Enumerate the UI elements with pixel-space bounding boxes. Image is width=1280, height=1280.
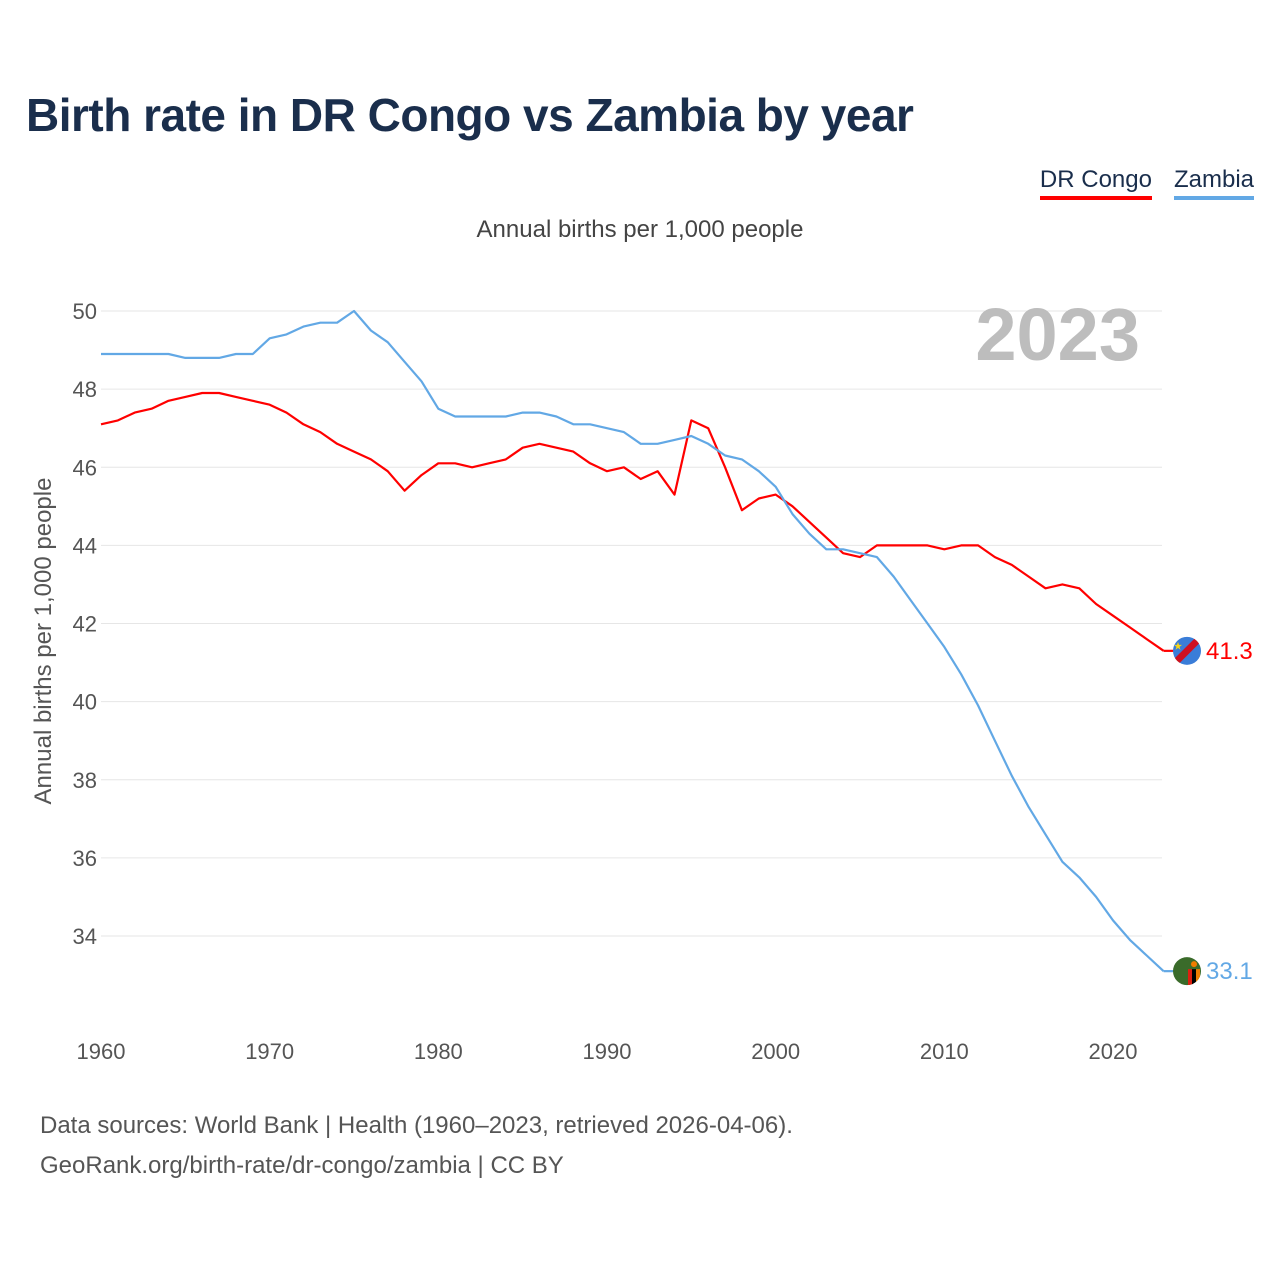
line-chart: 34 36 38 40 42 44 46 48 50 1960 1970 1980 1990 2000 2…: [30, 293, 1253, 1064]
zambia-end-value: 33.1: [1206, 958, 1253, 985]
x-axis-ticks: 1960 1970 1980 1990 2000 2010 2020: [77, 1039, 1138, 1064]
legend: DR Congo Zambia: [1039, 166, 1254, 200]
x-tick-label: 2020: [1089, 1039, 1138, 1064]
y-tick-label: 36: [73, 846, 97, 871]
year-label: 2023: [975, 293, 1140, 376]
y-tick-label: 50: [73, 299, 97, 324]
footer-link: GeoRank.org/birth-rate/dr-congo/zambia |…: [40, 1152, 564, 1179]
legend-item-zambia[interactable]: Zambia: [1173, 166, 1254, 200]
y-tick-label: 38: [73, 768, 97, 793]
dr-congo-flag-icon: [1173, 636, 1201, 665]
x-tick-label: 1980: [414, 1039, 463, 1064]
gridlines: [101, 310, 1162, 937]
series-line-dr-congo: [100, 391, 1165, 652]
x-tick-label: 1970: [245, 1039, 294, 1064]
x-tick-label: 1960: [77, 1039, 126, 1064]
dr-congo-end-value: 41.3: [1206, 638, 1253, 665]
chart-title: Birth rate in DR Congo vs Zambia by year: [26, 89, 914, 141]
y-tick-label: 40: [73, 690, 97, 715]
y-tick-label: 48: [73, 377, 97, 402]
y-tick-label: 42: [73, 612, 97, 637]
series-lines: [100, 309, 1178, 973]
footer: Data sources: World Bank | Health (1960–…: [40, 1106, 793, 1186]
series-end-markers: [1173, 636, 1201, 986]
y-axis-label: Annual births per 1,000 people: [30, 478, 57, 805]
chart-subtitle: Annual births per 1,000 people: [476, 216, 804, 243]
y-tick-label: 34: [73, 924, 97, 949]
y-tick-label: 46: [73, 455, 97, 480]
y-axis-ticks: 34 36 38 40 42 44 46 48 50: [73, 299, 97, 949]
legend-item-dr-congo[interactable]: DR Congo: [1039, 166, 1152, 200]
y-tick-label: 44: [73, 533, 97, 558]
x-tick-label: 2000: [751, 1039, 800, 1064]
x-tick-label: 1990: [583, 1039, 632, 1064]
series-end-labels: 41.3 33.1: [1206, 638, 1253, 985]
zambia-flag-icon: [1173, 957, 1201, 986]
x-tick-label: 2010: [920, 1039, 969, 1064]
series-line-zambia: [101, 309, 1165, 973]
footer-sources: Data sources: World Bank | Health (1960–…: [40, 1112, 793, 1139]
